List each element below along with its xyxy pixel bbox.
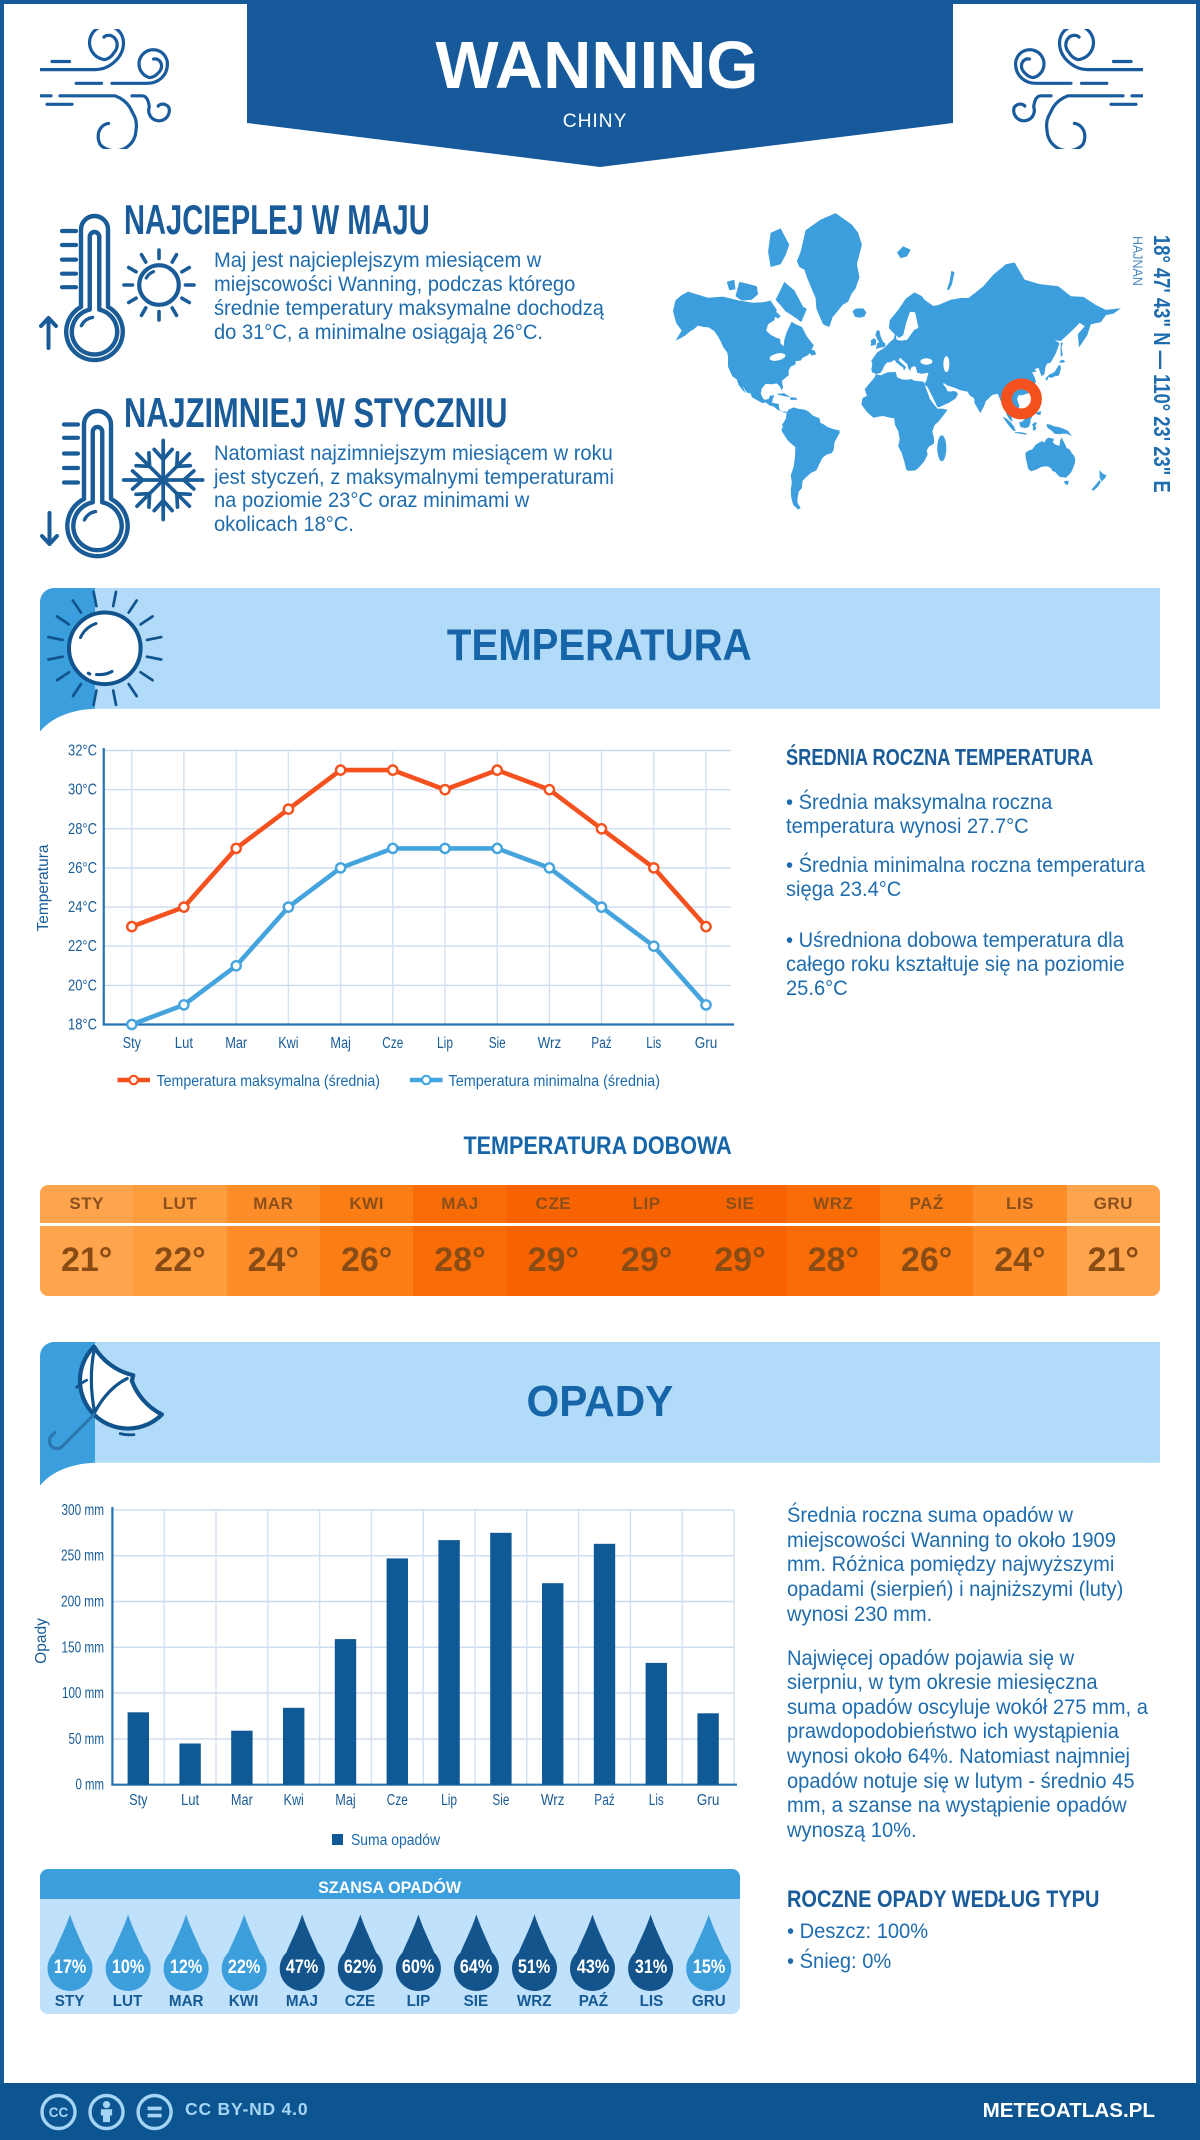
svg-text:Lut: Lut (181, 1792, 200, 1809)
svg-text:32°C: 32°C (68, 743, 97, 760)
svg-text:Maj: Maj (330, 1035, 351, 1052)
svg-text:50 mm: 50 mm (69, 1731, 105, 1748)
svg-text:Maj: Maj (335, 1792, 356, 1809)
svg-text:Lip: Lip (437, 1035, 453, 1052)
svg-text:Temperatura: Temperatura (35, 844, 52, 931)
svg-text:Cze: Cze (387, 1792, 408, 1809)
svg-text:Temperatura minimalna (średnia: Temperatura minimalna (średnia) (449, 1073, 661, 1090)
svg-text:20°C: 20°C (68, 977, 97, 994)
svg-text:Sty: Sty (129, 1792, 148, 1809)
svg-text:Paź: Paź (591, 1035, 611, 1052)
svg-text:Sty: Sty (123, 1035, 142, 1052)
svg-text:Kwi: Kwi (278, 1035, 298, 1052)
svg-text:30°C: 30°C (68, 782, 97, 799)
svg-text:Gru: Gru (695, 1035, 718, 1052)
svg-text:Lis: Lis (646, 1035, 661, 1052)
svg-text:Wrz: Wrz (541, 1792, 565, 1809)
svg-text:22°C: 22°C (68, 938, 97, 955)
svg-text:200 mm: 200 mm (61, 1594, 104, 1611)
svg-text:Suma opadów: Suma opadów (351, 1832, 441, 1849)
svg-text:Cze: Cze (382, 1035, 403, 1052)
svg-text:Paź: Paź (594, 1792, 614, 1809)
svg-text:Sie: Sie (489, 1035, 506, 1052)
svg-text:Lip: Lip (441, 1792, 457, 1809)
svg-text:250 mm: 250 mm (61, 1548, 104, 1565)
svg-text:0 mm: 0 mm (76, 1777, 105, 1794)
svg-text:Lis: Lis (649, 1792, 664, 1809)
svg-text:300 mm: 300 mm (62, 1502, 105, 1519)
svg-text:Lut: Lut (175, 1035, 194, 1052)
svg-text:24°C: 24°C (68, 899, 97, 916)
svg-text:Kwi: Kwi (284, 1792, 304, 1809)
svg-text:Gru: Gru (697, 1792, 720, 1809)
svg-text:18°C: 18°C (68, 1017, 97, 1034)
svg-text:150 mm: 150 mm (62, 1639, 105, 1656)
svg-text:100 mm: 100 mm (62, 1685, 104, 1702)
svg-text:Opady: Opady (33, 1618, 50, 1664)
svg-text:Wrz: Wrz (538, 1035, 562, 1052)
svg-text:CC: CC (49, 2105, 69, 2120)
svg-text:Mar: Mar (231, 1792, 253, 1809)
svg-text:28°C: 28°C (68, 821, 97, 838)
svg-text:Mar: Mar (225, 1035, 247, 1052)
svg-text:26°C: 26°C (68, 860, 97, 877)
svg-text:Temperatura maksymalna (średni: Temperatura maksymalna (średnia) (157, 1073, 381, 1090)
svg-text:Sie: Sie (492, 1792, 509, 1809)
